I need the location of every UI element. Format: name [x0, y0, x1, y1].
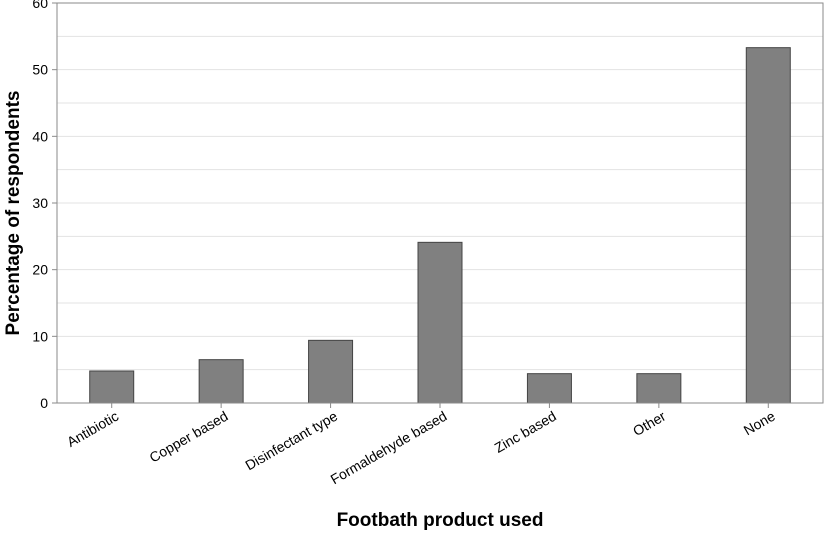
bars [89, 47, 791, 404]
bar-disinfectant-type [308, 339, 354, 404]
bar-none [745, 47, 791, 404]
x-tick-label: Disinfectant type [242, 408, 340, 474]
bar-antibiotic [89, 370, 135, 404]
y-tick-label: 10 [32, 328, 48, 344]
y-tick-label: 20 [32, 262, 48, 278]
x-tick-label: None [741, 408, 778, 439]
y-tick-label: 50 [32, 62, 48, 78]
x-tick-label: Other [630, 408, 669, 440]
y-axis-title: Percentage of respondents [3, 91, 24, 336]
x-axis-title: Footbath product used [337, 510, 544, 531]
y-tick-label: 30 [32, 195, 48, 211]
x-tick-label: Zinc based [492, 408, 559, 456]
x-axis-ticks: Antibiotic Copper based Disinfectant typeF… [64, 403, 778, 487]
bar-zinc-based [526, 373, 572, 404]
x-tick-label: Copper based [146, 408, 230, 466]
bar-formaldehyde-based [417, 241, 463, 404]
y-tick-label: 60 [32, 0, 48, 11]
bar-other [636, 373, 682, 404]
x-tick-label: Antibiotic [64, 408, 121, 450]
y-tick-label: 40 [32, 128, 48, 144]
y-axis-ticks: 0 10 20 30 40 50 60 [32, 0, 57, 411]
gridlines [57, 35, 823, 371]
bar-copper-based [198, 359, 244, 404]
x-tick-label: Formaldehyde based [328, 408, 450, 488]
y-tick-label: 0 [40, 395, 48, 411]
